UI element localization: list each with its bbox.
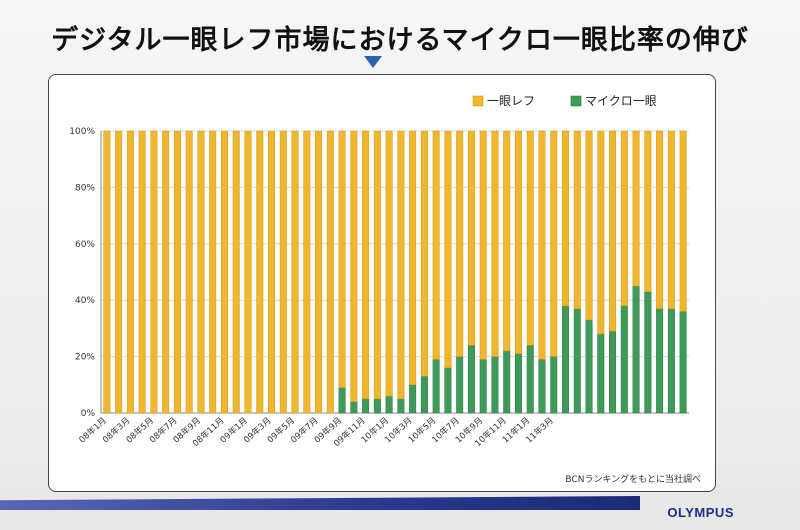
bar-dslr — [126, 130, 134, 414]
bar-dslr — [656, 130, 664, 309]
bar-dslr — [162, 130, 170, 414]
bar-micro — [585, 319, 593, 414]
bar-micro — [573, 308, 581, 414]
bar-micro — [620, 305, 628, 414]
bar-dslr — [503, 130, 511, 352]
bar-micro — [667, 308, 675, 414]
bar-micro — [609, 330, 617, 414]
bar-dslr — [632, 130, 640, 287]
bar-micro — [597, 333, 605, 414]
legend-swatch — [472, 95, 484, 107]
y-tick-label: 40% — [75, 296, 95, 306]
bar-dslr — [209, 130, 217, 414]
bar-dslr — [479, 130, 487, 360]
bar-dslr — [232, 130, 240, 414]
bar-dslr — [373, 130, 381, 400]
bar-dslr — [197, 130, 205, 414]
bar-dslr — [620, 130, 628, 307]
y-tick-label: 80% — [75, 183, 95, 193]
bar-micro — [491, 356, 499, 414]
bar-dslr — [397, 130, 405, 400]
bar-dslr — [244, 130, 252, 414]
bar-micro — [656, 308, 664, 414]
bar-micro — [338, 387, 346, 414]
bar-dslr — [173, 130, 181, 414]
bar-dslr — [303, 130, 311, 414]
bar-micro — [526, 345, 534, 414]
down-arrow-icon — [364, 56, 382, 68]
bar-dslr — [103, 130, 111, 414]
bar-dslr — [338, 130, 346, 388]
bar-micro — [562, 305, 570, 414]
bar-dslr — [432, 130, 440, 360]
bar-micro — [350, 401, 358, 414]
bar-micro — [409, 384, 417, 414]
bar-dslr — [467, 130, 475, 346]
y-tick-label: 0% — [81, 409, 96, 419]
bar-dslr — [444, 130, 452, 369]
bar-dslr — [350, 130, 358, 402]
bar-dslr — [115, 130, 123, 414]
bar-dslr — [667, 130, 675, 309]
y-tick-label: 60% — [75, 240, 95, 250]
footer-stripe — [0, 496, 640, 510]
bar-dslr — [420, 130, 428, 377]
bar-micro — [632, 285, 640, 414]
legend-swatch — [570, 95, 582, 107]
bar-micro — [373, 398, 381, 414]
bar-dslr — [491, 130, 499, 357]
bar-dslr — [609, 130, 617, 332]
bar-micro — [420, 376, 428, 414]
bar-micro — [362, 398, 370, 414]
bar-micro — [550, 356, 558, 414]
bar-micro — [385, 395, 393, 414]
bar-micro — [679, 311, 687, 414]
bar-dslr — [585, 130, 593, 321]
stacked-bar-chart: 0%20%40%60%80%100%08年1月08年3月08年5月08年7月08… — [69, 94, 689, 449]
bar-dslr — [326, 130, 334, 414]
bar-micro — [514, 353, 522, 414]
bar-dslr — [573, 130, 581, 309]
bar-dslr — [279, 130, 287, 414]
bar-dslr — [456, 130, 464, 357]
bar-dslr — [385, 130, 393, 397]
bar-dslr — [138, 130, 146, 414]
bar-dslr — [362, 130, 370, 400]
bar-dslr — [256, 130, 264, 414]
chart-panel: 0% 20% 40% 60% 80% 100% 08年1月 08年3月 08年5月 08年7月 08… — [48, 74, 716, 492]
bar-dslr — [185, 130, 193, 414]
legend-label: マイクロ一眼 — [585, 94, 657, 108]
bar-micro — [397, 398, 405, 414]
y-tick-label: 100% — [69, 127, 95, 137]
bar-micro — [479, 359, 487, 414]
bar-dslr — [644, 130, 652, 292]
bar-dslr — [268, 130, 276, 414]
bar-dslr — [679, 130, 687, 312]
bar-dslr — [562, 130, 570, 307]
legend-label: 一眼レフ — [487, 94, 535, 108]
slide-title: デジタル一眼レフ市場におけるマイクロ一眼比率の伸び — [51, 25, 749, 56]
bar-micro — [503, 350, 511, 414]
bar-dslr — [150, 130, 158, 414]
bar-dslr — [514, 130, 522, 355]
bar-micro — [644, 291, 652, 414]
bar-micro — [444, 367, 452, 414]
bar-micro — [538, 359, 546, 414]
y-tick-label: 20% — [75, 353, 95, 363]
bar-dslr — [409, 130, 417, 386]
bar-dslr — [291, 130, 299, 414]
bar-dslr — [526, 130, 534, 346]
bar-dslr — [550, 130, 558, 357]
bar-micro — [432, 359, 440, 414]
bar-micro — [467, 345, 475, 414]
olympus-logo: OLYMPUS — [667, 505, 734, 520]
source-note: BCNランキングをもとに当社調べ — [565, 475, 701, 485]
bar-micro — [456, 356, 464, 414]
bar-dslr — [220, 130, 228, 414]
bar-dslr — [597, 130, 605, 335]
bar-dslr — [315, 130, 323, 414]
bar-dslr — [538, 130, 546, 360]
